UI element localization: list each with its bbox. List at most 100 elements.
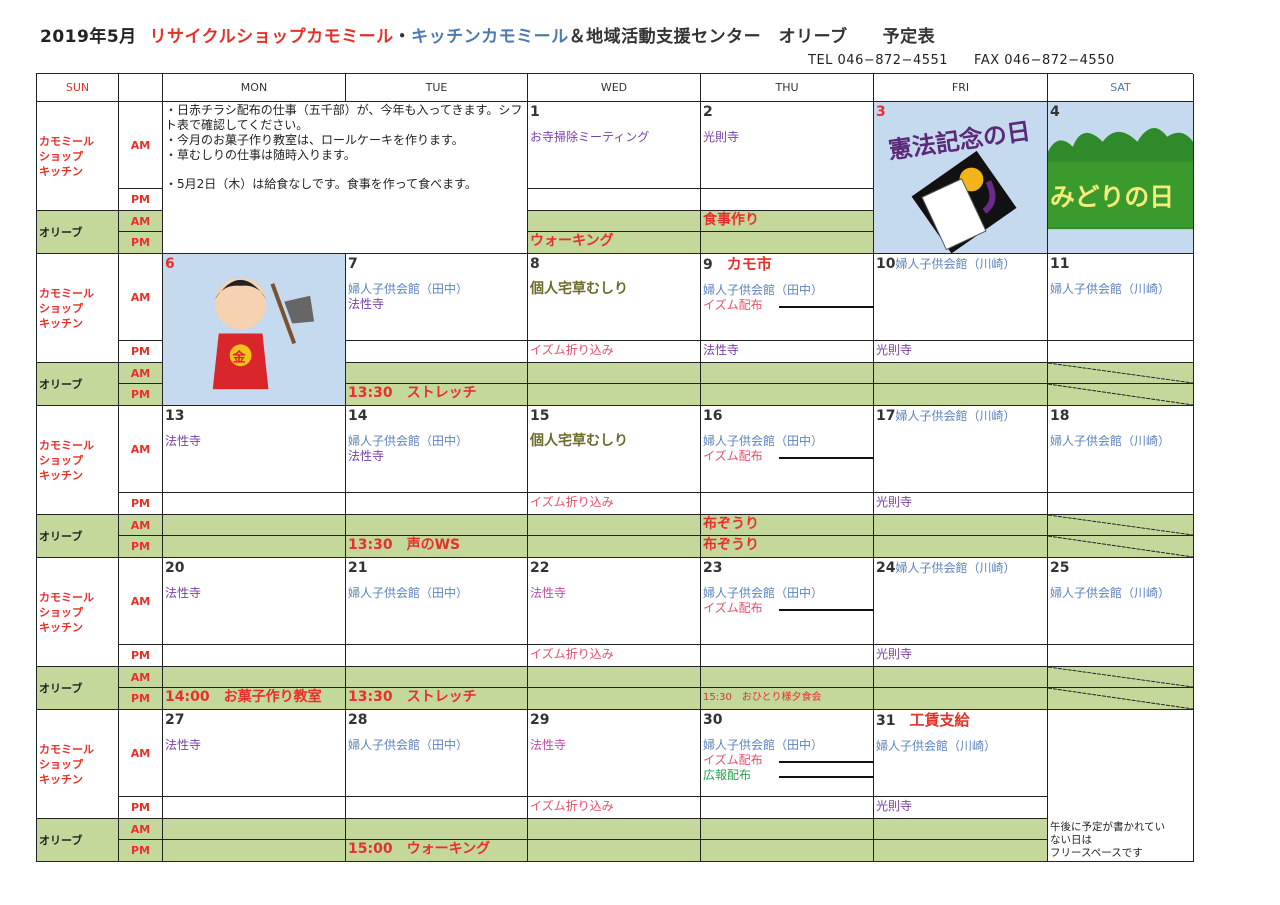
am-items: 個人宅草むしり [528, 434, 700, 449]
day-cell-30-olive-am [701, 819, 874, 840]
day-cell-16-am: 16 婦人子供会館（田中） イズム配布 [701, 406, 1009, 493]
week-row: カモミール ショップ キッチン オリーブ AM PM AM PM 金 6 7 婦人子供会館（田中） 法性… [37, 254, 1194, 406]
kamomile-shop-kitchen-label: カモミール ショップ キッチン [37, 254, 119, 363]
day-cell-14-olive-pm: 13:30 声のWS [346, 536, 528, 558]
day-cell-31-olive-pm [874, 840, 1048, 862]
slot-am-label: AM [119, 558, 163, 645]
fax-number: FAX 046−872−4550 [974, 53, 1115, 68]
schedule-item: 婦人子供会館（田中） [348, 738, 525, 753]
day-cell-14-pm [346, 493, 528, 515]
schedule-item: 食事作り [703, 211, 871, 230]
schedule-item-text: 婦人子供会館（田中） [348, 282, 469, 296]
schedule-item: 13:30 声のWS [348, 536, 525, 555]
day-number: 24 [876, 560, 896, 576]
slot-pm-label: PM [119, 189, 163, 211]
schedule-item-text: 婦人子供会館（田中） [703, 434, 824, 448]
day-cell-11-olive-pm [1048, 384, 1194, 406]
schedule-item: 婦人子供会館（田中） [348, 282, 525, 297]
day-cell-15-am: 15 個人宅草むしり [528, 406, 701, 493]
label-text: カモミール ショップ キッチン [39, 286, 94, 331]
day-cell-31-am: 31 工賃支給 婦人子供会館（川崎） [874, 710, 1048, 797]
day-cell-8-pm: イズム折り込み [528, 341, 701, 363]
day-cell-18-am: 18 婦人子供会館（川崎） [1048, 406, 1194, 493]
weekday-fri: FRI [874, 74, 1048, 102]
day-cell-29-olive-am [528, 819, 701, 840]
day-cell-2-pm [701, 189, 874, 211]
schedule-item: 婦人子供会館（川崎） [876, 739, 1045, 754]
schedule-item-text: 婦人子供会館（川崎） [1050, 282, 1171, 296]
day-cell-22-olive-am [528, 667, 701, 688]
day-number: 8 [530, 256, 540, 272]
olive-label: オリーブ [37, 211, 119, 254]
schedule-item: 13:30 ストレッチ [348, 384, 525, 403]
schedule-item: 15:30 おひとり様夕食会 [703, 688, 871, 707]
olive-items: 布ぞうり [701, 515, 873, 534]
schedule-item: 婦人子供会館（田中） [348, 586, 525, 601]
slot-am-label: AM [119, 102, 163, 189]
schedule-item-text: 婦人子供会館（川崎） [1050, 586, 1171, 600]
day-number: 15 [530, 408, 550, 424]
day-cell-30-olive-pm [701, 840, 874, 862]
am-items: 婦人子供会館（田中） イズム配布 [701, 586, 1009, 616]
slot-pm-label: PM [119, 493, 163, 515]
weekday-thu: THU [701, 74, 874, 102]
schedule-item: 婦人子供会館（川崎） [1050, 586, 1191, 601]
closed-diagonal-icon [1048, 667, 1193, 687]
day-cell-7-olive-pm: 13:30 ストレッチ [346, 384, 528, 406]
label-line: カモミール [39, 286, 94, 300]
note-line: ・草むしりの仕事は随時入ります。 [165, 148, 356, 162]
schedule-item-text: 光則寺 [876, 343, 913, 357]
day-cell-25-olive-pm [1048, 688, 1194, 710]
day-cell-18-olive-pm [1048, 536, 1194, 558]
title-sep: ・ [393, 27, 412, 47]
day-cell-1-olive-pm: ウォーキング [528, 232, 701, 254]
day-cell-23-olive-am [701, 667, 874, 688]
am-items: 法性寺 [163, 434, 345, 449]
schedule-item-text: 婦人子供会館（田中） [703, 283, 824, 297]
schedule-item-text: 個人宅草むしり [530, 281, 628, 297]
slot-pm-label: PM [119, 645, 163, 667]
schedule-item: 婦人子供会館（田中） [703, 738, 871, 753]
title-center: ＆地域活動支援センター オリーブ 予定表 [568, 27, 936, 47]
svg-text:憲法記念の日: 憲法記念の日 [887, 117, 1032, 165]
schedule-item: 法性寺 [348, 449, 525, 464]
day-number-row: 9 カモ市 [701, 254, 873, 275]
schedule-item-text: 法性寺 [348, 297, 385, 311]
slot-pm-label: PM [119, 232, 163, 254]
schedule-item: イズム配布 [703, 449, 1009, 464]
day-number-row: 1 [528, 102, 700, 122]
slot-am-label: AM [119, 819, 163, 840]
pm-items: 光則寺 [874, 341, 1047, 360]
slot-pm-label: PM [119, 840, 163, 862]
page-title: 2019年5月 リサイクルショップカモミール・キッチンカモミール＆地域活動支援セ… [40, 22, 935, 47]
day-number: 25 [1050, 560, 1070, 576]
day-cell-18-pm [1048, 493, 1194, 515]
day-cell-25-pm [1048, 645, 1194, 667]
day-cell-8-am: 8 個人宅草むしり [528, 254, 701, 341]
schedule-item: 個人宅草むしり [530, 282, 698, 297]
schedule-item-text: イズム配布 [703, 449, 763, 463]
day-number: 21 [348, 560, 368, 576]
kamomile-shop-kitchen-label: カモミール ショップ キッチン [37, 406, 119, 515]
schedule-item-text: 婦人子供会館（田中） [348, 586, 469, 600]
day-number-row: 28 [346, 710, 527, 730]
day-cell-30-pm [701, 797, 874, 819]
schedule-item: 15:00 ウォーキング [348, 840, 525, 859]
schedule-item-text: 13:30 ストレッチ [348, 689, 477, 705]
slot-am-label: AM [119, 667, 163, 688]
day-cell-24-olive-am [874, 667, 1048, 688]
schedule-item-text: 15:30 おひとり様夕食会 [703, 692, 822, 703]
day-cell-23-pm [701, 645, 874, 667]
day-cell-20-pm [163, 645, 346, 667]
day-number-row: 13 [163, 406, 345, 426]
day-cell-24-am: 24 婦人子供会館（川崎） [874, 558, 1048, 645]
schedule-item-text: 布ぞうり [703, 516, 759, 532]
day-cell-7-pm [346, 341, 528, 363]
schedule-item-text: イズム配布 [703, 753, 763, 767]
am-items: お寺掃除ミーティング [528, 130, 700, 145]
day-cell-29-pm: イズム折り込み [528, 797, 701, 819]
day-cell-16-olive-am: 布ぞうり [701, 515, 874, 536]
day-cell-29-am: 29 法性寺 [528, 710, 701, 797]
day-number: 28 [348, 712, 368, 728]
